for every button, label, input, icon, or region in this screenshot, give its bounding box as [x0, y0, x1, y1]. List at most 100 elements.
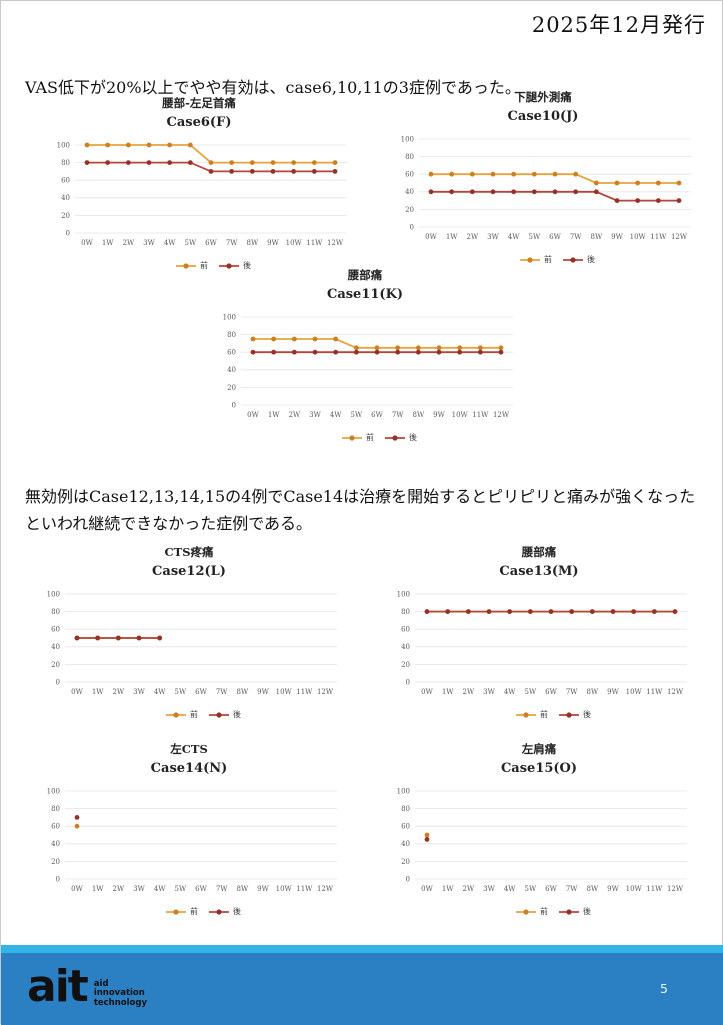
legend-swatch-before-icon — [520, 256, 540, 263]
svg-text:8W: 8W — [237, 688, 249, 696]
svg-text:80: 80 — [401, 805, 410, 813]
svg-text:1W: 1W — [102, 239, 114, 247]
legend-label-after: 後 — [243, 261, 251, 270]
svg-text:10W: 10W — [276, 885, 293, 893]
svg-text:3W: 3W — [143, 239, 155, 247]
chart-legend: 前 後 — [39, 260, 359, 271]
line-chart-svg: 0 20 40 60 80 100 0W 1W 2W 3W 4W 5W 6W 7W 8W 9W 10W 11W 12… — [397, 590, 687, 696]
svg-text:20: 20 — [51, 858, 60, 866]
svg-text:8W: 8W — [413, 411, 425, 419]
chart-legend: 前 後 — [29, 906, 349, 917]
svg-text:11W: 11W — [646, 885, 663, 893]
svg-text:60: 60 — [51, 626, 60, 634]
svg-text:12W: 12W — [327, 239, 344, 247]
line-chart-svg: 0 20 40 60 80 100 0W 1W 2W 3W 4W 5W 6W 7W 8W 9W 10W 11W 12… — [397, 787, 687, 893]
legend-item-after: 後 — [218, 260, 251, 271]
chart-legend: 前 後 — [379, 709, 699, 720]
svg-text:4W: 4W — [154, 885, 166, 893]
legend-item-before: 前 — [515, 906, 548, 917]
svg-text:2W: 2W — [113, 885, 125, 893]
svg-text:6W: 6W — [195, 688, 207, 696]
legend-label-after: 後 — [587, 255, 595, 264]
svg-text:40: 40 — [405, 188, 414, 196]
svg-text:40: 40 — [401, 643, 410, 651]
svg-text:5W: 5W — [529, 233, 541, 241]
ait-logo-tagline: aid innovation technology — [93, 978, 147, 1009]
chart-legend: 前 後 — [205, 432, 525, 443]
legend-label-before: 前 — [366, 433, 374, 442]
legend-swatch-after-icon — [209, 711, 229, 718]
chart-case13m: 腰部痛 Case13(M) 0 20 40 60 80 100 0W 1W 2W 3W 4W 5W 6W… — [379, 544, 699, 720]
svg-text:11W: 11W — [650, 233, 667, 241]
chart-case10j: 下腿外測痛 Case10(J) 0 20 40 60 80 100 0W 1W 2W 3W 4W 5W… — [383, 89, 703, 265]
svg-text:11W: 11W — [472, 411, 489, 419]
svg-text:20: 20 — [51, 661, 60, 669]
svg-text:11W: 11W — [306, 239, 323, 247]
legend-label-after: 後 — [583, 907, 591, 916]
ait-logo-tagline-line1: aid — [93, 978, 109, 989]
legend-item-after: 後 — [558, 906, 591, 917]
legend-label-after: 後 — [233, 710, 241, 719]
svg-text:20: 20 — [405, 206, 414, 214]
svg-text:12W: 12W — [671, 233, 688, 241]
svg-text:12W: 12W — [493, 411, 510, 419]
svg-text:4W: 4W — [504, 885, 516, 893]
svg-text:1W: 1W — [92, 688, 104, 696]
line-chart-svg: 0 20 40 60 80 100 0W 1W 2W 3W 4W 5W 6W 7W 8W 9W 10W 11W 12… — [47, 787, 337, 893]
line-chart-svg: 0 20 40 60 80 100 0W 1W 2W 3W 4W 5W 6W 7W 8W 9W 10W 11W 12… — [223, 313, 513, 419]
svg-text:3W: 3W — [487, 233, 499, 241]
svg-text:60: 60 — [51, 823, 60, 831]
chart-case15o: 左肩痛 Case15(O) 0 20 40 60 80 100 0W 1W 2W 3W 4W 5W 6W… — [379, 741, 699, 917]
svg-text:5W: 5W — [525, 885, 537, 893]
svg-text:40: 40 — [51, 643, 60, 651]
legend-item-after: 後 — [208, 906, 241, 917]
svg-text:5W: 5W — [175, 885, 187, 893]
svg-text:0: 0 — [56, 875, 60, 883]
line-chart-svg: 0 20 40 60 80 100 0W 1W 2W 3W 4W 5W 6W 7W 8W 9W 10W 11W 12… — [401, 135, 691, 241]
svg-text:0: 0 — [406, 875, 410, 883]
chart-case14n: 左CTS Case14(N) 0 20 40 60 80 100 0W 1W 2W 3W 4W 5W 6… — [29, 741, 349, 917]
chart-subtitle: Case11(K) — [326, 287, 404, 302]
svg-text:0W: 0W — [81, 239, 93, 247]
legend-item-before: 前 — [519, 254, 552, 265]
svg-text:4W: 4W — [504, 688, 516, 696]
svg-text:7W: 7W — [570, 233, 582, 241]
svg-text:5W: 5W — [525, 688, 537, 696]
svg-text:6W: 6W — [545, 688, 557, 696]
legend-label-before: 前 — [190, 710, 198, 719]
svg-text:12W: 12W — [317, 688, 334, 696]
legend-item-before: 前 — [515, 709, 548, 720]
legend-label-before: 前 — [540, 907, 548, 916]
chart-title: CTS疼痛 — [164, 545, 214, 559]
svg-text:7W: 7W — [216, 885, 228, 893]
svg-text:10W: 10W — [286, 239, 303, 247]
legend-swatch-after-icon — [385, 434, 405, 441]
svg-text:4W: 4W — [330, 411, 342, 419]
svg-text:60: 60 — [227, 349, 236, 357]
svg-text:60: 60 — [401, 823, 410, 831]
svg-text:3W: 3W — [133, 885, 145, 893]
svg-text:100: 100 — [47, 590, 60, 598]
legend-label-before: 前 — [190, 907, 198, 916]
svg-text:1W: 1W — [268, 411, 280, 419]
svg-text:7W: 7W — [566, 885, 578, 893]
svg-text:10W: 10W — [626, 688, 643, 696]
chart-title: 左肩痛 — [521, 742, 557, 756]
svg-text:8W: 8W — [587, 885, 599, 893]
chart-subtitle: Case10(J) — [507, 109, 579, 124]
svg-text:100: 100 — [223, 313, 236, 321]
svg-text:100: 100 — [397, 590, 410, 598]
svg-text:0W: 0W — [71, 885, 83, 893]
svg-text:100: 100 — [397, 787, 410, 795]
svg-text:0W: 0W — [247, 411, 259, 419]
svg-text:0W: 0W — [425, 233, 437, 241]
svg-text:20: 20 — [227, 384, 236, 392]
footer: ait aid innovation technology 5 — [1, 953, 723, 1025]
svg-text:1W: 1W — [446, 233, 458, 241]
svg-text:0: 0 — [66, 229, 70, 237]
intro-paragraph: VAS低下が20%以上でやや有効は、case6,10,11の3症例であった。 — [25, 78, 521, 97]
footer-accent-bar — [1, 945, 723, 953]
legend-swatch-before-icon — [342, 434, 362, 441]
legend-item-after: 後 — [208, 709, 241, 720]
